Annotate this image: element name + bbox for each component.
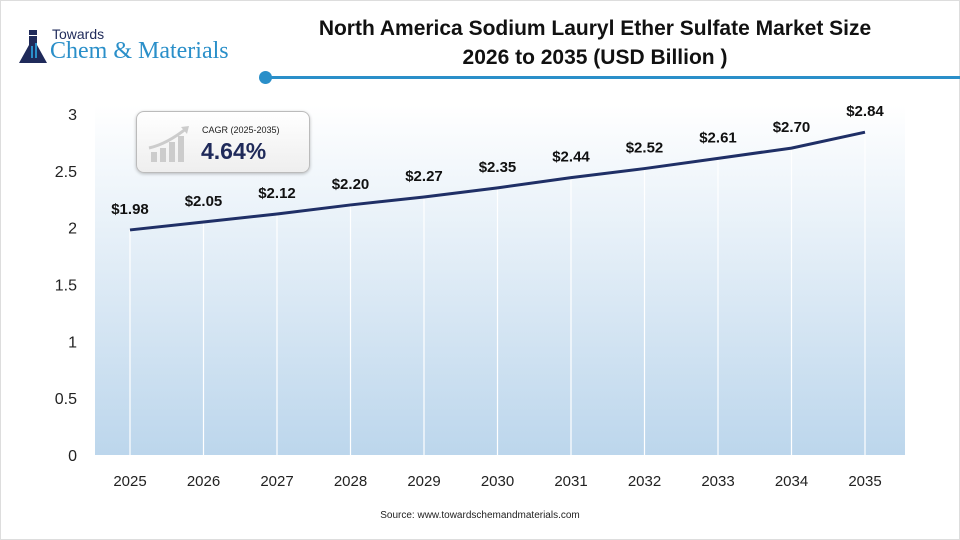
title-line-1: North America Sodium Lauryl Ether Sulfat… xyxy=(318,17,872,40)
y-tick-label: 0 xyxy=(68,448,77,465)
x-tick-label: 2025 xyxy=(113,473,146,490)
series-line xyxy=(129,130,866,232)
x-tick-label: 2034 xyxy=(775,473,808,490)
x-tick-label: 2032 xyxy=(628,473,661,490)
cagr-box: CAGR (2025-2035) 4.64% xyxy=(136,111,310,173)
title-rule xyxy=(268,76,960,79)
x-tick-label: 2031 xyxy=(554,473,587,490)
y-tick-label: 0.5 xyxy=(55,391,77,408)
data-label: $2.27 xyxy=(405,168,443,185)
data-label: $2.12 xyxy=(258,185,296,202)
data-label: $2.84 xyxy=(846,103,884,120)
growth-chart-icon xyxy=(148,126,189,162)
y-tick-label: 1 xyxy=(68,334,77,351)
data-label: $2.44 xyxy=(552,149,590,166)
data-label: $2.05 xyxy=(185,193,223,210)
cagr-label: CAGR (2025-2035) xyxy=(202,125,280,135)
logo-main-text: Chem & Materials xyxy=(50,38,229,64)
data-label: $2.61 xyxy=(699,129,737,146)
x-tick-label: 2033 xyxy=(701,473,734,490)
y-tick-label: 3 xyxy=(68,107,77,124)
chart-title: North America Sodium Lauryl Ether Sulfat… xyxy=(260,14,930,72)
x-tick-label: 2029 xyxy=(407,473,440,490)
data-label: $2.70 xyxy=(773,119,811,136)
x-tick-label: 2030 xyxy=(481,473,514,490)
title-line-2: 2026 to 2035 (USD Billion ) xyxy=(462,46,728,69)
x-tick-label: 2028 xyxy=(334,473,367,490)
logo-top-text: Towards xyxy=(52,26,105,42)
y-tick-label: 1.5 xyxy=(55,278,77,295)
flask-icon xyxy=(19,30,47,63)
source-note: Source: www.towardschemandmaterials.com xyxy=(380,510,580,521)
y-tick-label: 2 xyxy=(68,221,77,238)
y-tick-label: 2.5 xyxy=(55,164,77,181)
cagr-value: 4.64% xyxy=(201,138,267,164)
data-label: $2.35 xyxy=(479,159,517,176)
data-label: $2.20 xyxy=(332,176,370,193)
data-label: $1.98 xyxy=(111,201,149,218)
data-label: $2.52 xyxy=(626,140,664,157)
x-tick-label: 2035 xyxy=(848,473,881,490)
x-tick-label: 2027 xyxy=(260,473,293,490)
x-tick-label: 2026 xyxy=(187,473,220,490)
title-rule-dot xyxy=(259,71,272,84)
